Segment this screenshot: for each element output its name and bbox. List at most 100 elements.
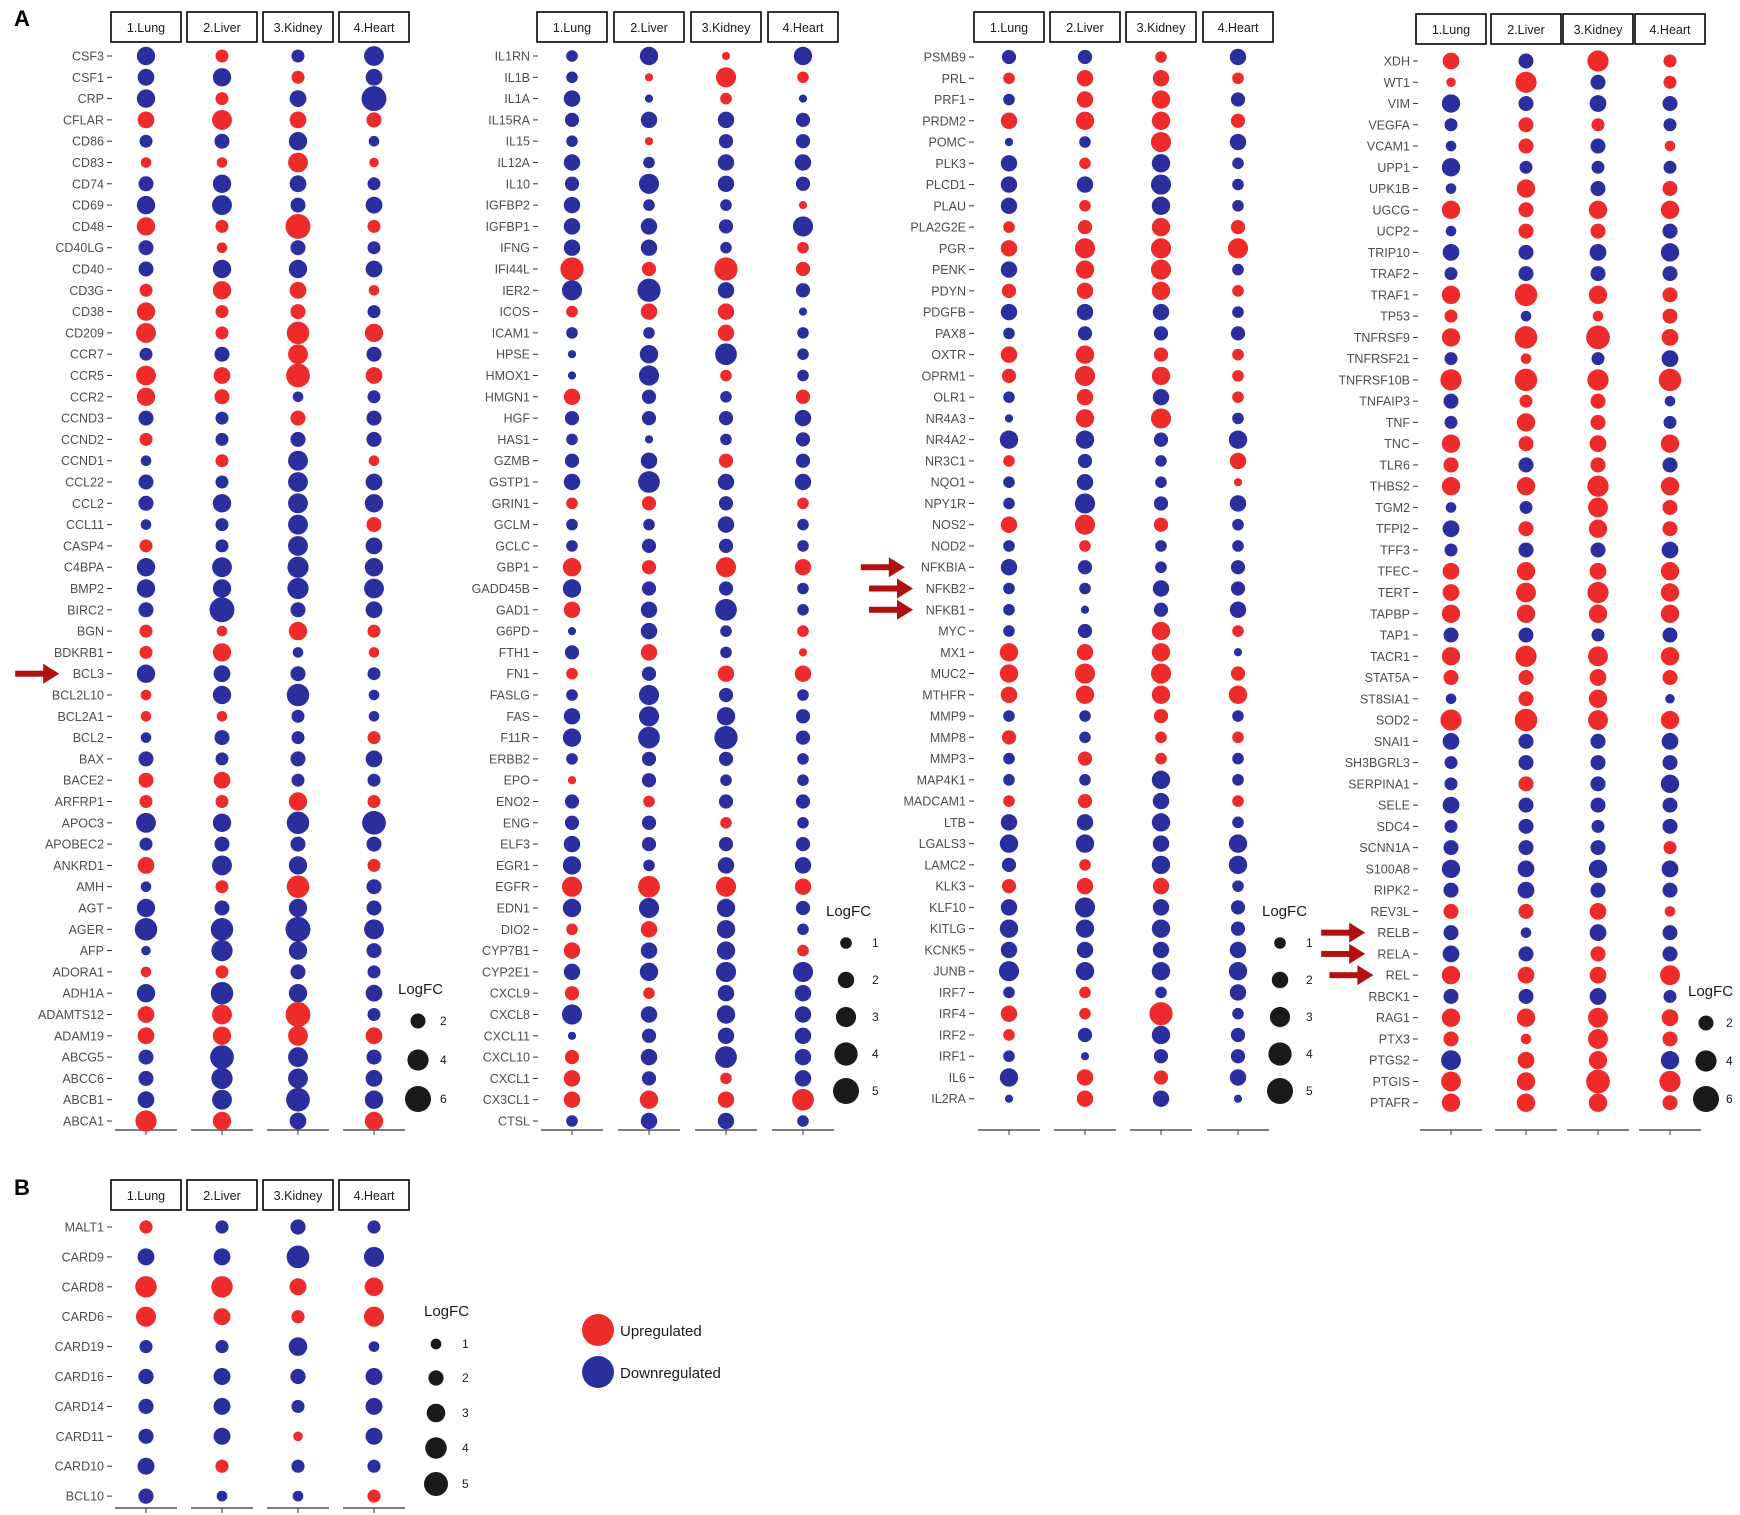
- gene-label: SELE: [1378, 799, 1410, 813]
- gene-label: REL: [1386, 969, 1410, 983]
- dot-olr1-4: [1232, 391, 1244, 403]
- dot-ltb-2: [1076, 814, 1094, 831]
- dot-csf3-3: [291, 49, 305, 63]
- dot-agt-3: [288, 898, 308, 918]
- dot-g6pd-4: [797, 625, 809, 637]
- dot-icam1-3: [717, 324, 735, 342]
- dot-bcl2l10-4: [368, 689, 380, 701]
- dot-ifng-2: [640, 239, 658, 256]
- dot-sh3bgrl3-2: [1518, 755, 1534, 771]
- dot-tacr1-2: [1515, 645, 1537, 667]
- dot-sh3bgrl3-3: [1590, 755, 1606, 771]
- dot-hpse-4: [797, 348, 809, 361]
- gene-label: CD3G: [69, 284, 104, 298]
- dot-scnn1a-1: [1443, 840, 1459, 856]
- gene-label: NR4A2: [926, 433, 966, 447]
- dot-arfrp1-2: [215, 795, 229, 808]
- dot-olr1-2: [1076, 388, 1094, 406]
- dot-traf1-4: [1662, 287, 1678, 303]
- dot-nos2-1: [1000, 516, 1018, 533]
- dot-ccl11-2: [215, 518, 229, 532]
- gene-label: PLCD1: [926, 178, 966, 192]
- dot-plcd1-4: [1232, 178, 1244, 191]
- dot-mmp8-2: [1079, 731, 1091, 744]
- dot-cd3g-1: [139, 283, 153, 297]
- highlight-arrow: [1321, 943, 1366, 964]
- dot-edn1-2: [638, 897, 660, 919]
- gene-label: BCL2A1: [57, 710, 104, 724]
- gene-label: NR4A3: [926, 412, 966, 426]
- dot-map4k1-1: [1003, 774, 1015, 786]
- dot-egfr-1: [561, 876, 583, 897]
- dot-adh1a-3: [288, 984, 308, 1003]
- dot-pdgfb-3: [1152, 303, 1170, 321]
- dot-lamc2-3: [1151, 855, 1171, 875]
- dot-arfrp1-3: [288, 792, 308, 811]
- column-header: 4.Heart: [354, 21, 396, 35]
- dot-gclm-1: [566, 518, 578, 531]
- dot-cx3cl1-1: [563, 1091, 581, 1108]
- gene-label: IGFBP2: [486, 199, 531, 213]
- dot-grin1-1: [566, 497, 578, 510]
- dot-malt1-3: [290, 1219, 306, 1235]
- dot-sdc4-3: [1591, 819, 1605, 833]
- dot-rel-2: [1517, 966, 1535, 984]
- dot-serpina1-3: [1590, 776, 1606, 792]
- dot-il10-1: [564, 176, 580, 191]
- dot-card6-3: [291, 1310, 305, 1324]
- dot-nfkbia-3: [1155, 561, 1167, 574]
- dot-fn1-2: [641, 666, 657, 681]
- dot-eno2-1: [564, 794, 580, 809]
- dot-ltb-1: [1000, 814, 1018, 831]
- dot-csf3-2: [215, 49, 229, 63]
- dot-il12a-2: [643, 156, 655, 169]
- dot-cxcl8-2: [640, 1006, 658, 1023]
- column-header: 4.Heart: [783, 21, 825, 35]
- dot-nfkb2-1: [1003, 582, 1015, 595]
- dot-cxcl8-1: [561, 1004, 583, 1025]
- dot-ccr2-3: [292, 391, 304, 403]
- size-legend-dot: [428, 1370, 444, 1386]
- size-legend-value: 3: [872, 1010, 879, 1024]
- dot-bcl2a1-2: [216, 710, 228, 722]
- dot-nr4a3-1: [1004, 414, 1014, 423]
- dot-bgn-3: [288, 621, 308, 641]
- gene-label: BMP2: [70, 582, 104, 596]
- dot-tnc-2: [1518, 436, 1534, 452]
- gene-label: CARD19: [55, 1340, 104, 1354]
- dot-pax8-1: [1003, 327, 1015, 340]
- dot-ptafr-1: [1441, 1093, 1461, 1112]
- dot-mmp9-2: [1079, 710, 1091, 722]
- dot-tnfrsf9-4: [1661, 328, 1679, 346]
- dot-map4k1-2: [1079, 774, 1091, 786]
- dot-ccnd1-2: [215, 454, 229, 468]
- dot-cd40lg-1: [138, 240, 154, 256]
- dot-apoc3-1: [136, 812, 156, 833]
- dot-card6-2: [213, 1308, 231, 1326]
- dot-vegfa-1: [1444, 118, 1458, 132]
- dot-hmgn1-1: [563, 388, 581, 406]
- gene-label: HMOX1: [486, 369, 531, 383]
- column-header-box: [536, 11, 608, 43]
- column-header-box: [1634, 13, 1706, 45]
- dot-il1rn-1: [566, 50, 578, 62]
- gene-label: VEGFA: [1368, 118, 1410, 132]
- dot-cxcl10-2: [640, 1048, 658, 1066]
- dot-tp53-4: [1662, 308, 1678, 324]
- dot-prdm2-1: [1000, 112, 1018, 129]
- dot-sdc4-4: [1662, 818, 1678, 834]
- dot-chart-3: 1.Lung 2.Liver 3.Kidney 4.Heart PSMB9 PRL PRF1…: [860, 11, 1313, 1135]
- dot-erbb2-2: [641, 751, 657, 767]
- dot-sele-4: [1662, 797, 1678, 813]
- dot-ptx3-2: [1520, 1033, 1532, 1045]
- dot-ccnd3-4: [366, 410, 382, 426]
- dot-igfbp1-1: [563, 218, 581, 235]
- size-legend-dot: [430, 1338, 442, 1350]
- gene-label: NQO1: [931, 476, 966, 490]
- gene-label: MTHFR: [922, 688, 966, 702]
- dot-faslg-3: [718, 687, 734, 703]
- dot-egr1-4: [794, 857, 812, 874]
- dot-abca1-1: [135, 1110, 157, 1132]
- dot-tfpi2-4: [1662, 521, 1678, 537]
- dot-myc-4: [1232, 625, 1244, 637]
